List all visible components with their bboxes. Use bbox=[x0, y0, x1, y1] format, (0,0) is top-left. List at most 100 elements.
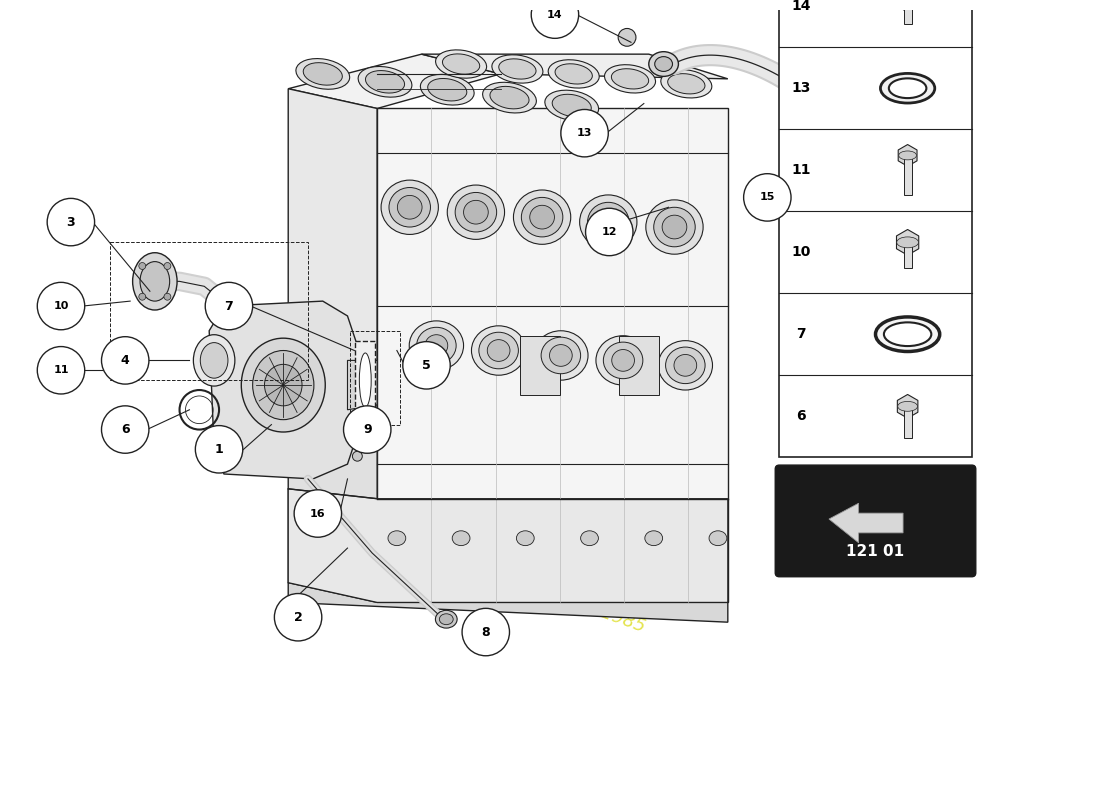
Ellipse shape bbox=[674, 354, 696, 376]
Text: 13: 13 bbox=[576, 128, 592, 138]
Text: a passion for cars since 1985: a passion for cars since 1985 bbox=[394, 529, 647, 636]
Ellipse shape bbox=[381, 180, 439, 234]
Ellipse shape bbox=[478, 332, 518, 369]
Polygon shape bbox=[377, 109, 728, 602]
Ellipse shape bbox=[649, 52, 679, 76]
Ellipse shape bbox=[580, 195, 637, 250]
Circle shape bbox=[274, 594, 322, 641]
Polygon shape bbox=[619, 336, 659, 395]
Ellipse shape bbox=[899, 151, 916, 160]
Ellipse shape bbox=[666, 347, 705, 384]
Polygon shape bbox=[209, 301, 362, 479]
Polygon shape bbox=[829, 503, 903, 542]
Text: 4: 4 bbox=[121, 354, 130, 367]
Ellipse shape bbox=[534, 330, 588, 380]
Ellipse shape bbox=[514, 190, 571, 244]
Text: 8: 8 bbox=[482, 626, 491, 638]
Ellipse shape bbox=[645, 531, 662, 546]
Polygon shape bbox=[348, 360, 377, 410]
Text: 11: 11 bbox=[53, 366, 68, 375]
Ellipse shape bbox=[876, 317, 939, 351]
Ellipse shape bbox=[455, 193, 497, 232]
Ellipse shape bbox=[521, 198, 563, 237]
Ellipse shape bbox=[587, 202, 629, 242]
Ellipse shape bbox=[164, 262, 170, 270]
Text: 13: 13 bbox=[791, 82, 811, 95]
Ellipse shape bbox=[359, 66, 411, 97]
Circle shape bbox=[206, 282, 253, 330]
Ellipse shape bbox=[552, 94, 592, 117]
Ellipse shape bbox=[133, 253, 177, 310]
Ellipse shape bbox=[658, 341, 713, 390]
Polygon shape bbox=[288, 54, 500, 109]
Ellipse shape bbox=[880, 74, 935, 103]
Polygon shape bbox=[288, 405, 377, 602]
Ellipse shape bbox=[596, 210, 620, 234]
Text: 10: 10 bbox=[53, 301, 68, 311]
Polygon shape bbox=[898, 394, 917, 418]
Bar bbox=[904, 242, 912, 268]
Ellipse shape bbox=[194, 334, 235, 386]
Ellipse shape bbox=[618, 29, 636, 46]
Ellipse shape bbox=[661, 70, 712, 98]
Ellipse shape bbox=[264, 364, 303, 406]
Ellipse shape bbox=[463, 200, 488, 224]
Ellipse shape bbox=[360, 353, 371, 407]
Ellipse shape bbox=[200, 342, 228, 378]
Text: euro: euro bbox=[267, 379, 497, 529]
Text: 6: 6 bbox=[121, 423, 130, 436]
Ellipse shape bbox=[898, 402, 917, 411]
Ellipse shape bbox=[139, 294, 145, 300]
Bar bbox=[904, 0, 912, 24]
Ellipse shape bbox=[662, 215, 686, 239]
Ellipse shape bbox=[428, 78, 466, 101]
Text: 11: 11 bbox=[791, 163, 811, 178]
Ellipse shape bbox=[646, 200, 703, 254]
Text: 12: 12 bbox=[602, 227, 617, 237]
Ellipse shape bbox=[420, 74, 474, 105]
Ellipse shape bbox=[653, 207, 695, 246]
Ellipse shape bbox=[140, 262, 169, 301]
Ellipse shape bbox=[550, 345, 572, 366]
Ellipse shape bbox=[365, 70, 405, 93]
Ellipse shape bbox=[541, 337, 581, 374]
Ellipse shape bbox=[139, 262, 145, 270]
Ellipse shape bbox=[516, 531, 535, 546]
Circle shape bbox=[294, 490, 342, 538]
Text: 6: 6 bbox=[796, 410, 805, 423]
Ellipse shape bbox=[448, 185, 505, 239]
Ellipse shape bbox=[352, 451, 362, 461]
Ellipse shape bbox=[296, 58, 350, 90]
Ellipse shape bbox=[389, 187, 430, 227]
Circle shape bbox=[101, 337, 148, 384]
Text: 7: 7 bbox=[224, 299, 233, 313]
Polygon shape bbox=[355, 341, 375, 420]
Text: 2: 2 bbox=[294, 610, 302, 624]
Text: 14: 14 bbox=[791, 0, 811, 14]
Ellipse shape bbox=[483, 82, 537, 113]
Ellipse shape bbox=[654, 57, 672, 71]
Ellipse shape bbox=[603, 342, 642, 378]
Polygon shape bbox=[899, 145, 917, 166]
Circle shape bbox=[343, 406, 390, 454]
Ellipse shape bbox=[417, 327, 456, 364]
Text: 16: 16 bbox=[310, 509, 326, 518]
Text: 5: 5 bbox=[422, 359, 431, 372]
Circle shape bbox=[196, 426, 243, 473]
Text: 10: 10 bbox=[791, 246, 811, 259]
Ellipse shape bbox=[605, 65, 656, 93]
Ellipse shape bbox=[544, 90, 598, 121]
Circle shape bbox=[531, 0, 579, 38]
Ellipse shape bbox=[869, 147, 887, 184]
Polygon shape bbox=[288, 89, 377, 425]
Ellipse shape bbox=[452, 531, 470, 546]
Ellipse shape bbox=[472, 326, 526, 375]
Text: 9: 9 bbox=[363, 423, 372, 436]
Ellipse shape bbox=[889, 78, 926, 98]
Ellipse shape bbox=[490, 86, 529, 109]
Ellipse shape bbox=[498, 59, 536, 79]
Circle shape bbox=[585, 208, 632, 256]
Polygon shape bbox=[896, 230, 918, 255]
Ellipse shape bbox=[896, 237, 918, 248]
Ellipse shape bbox=[164, 294, 170, 300]
